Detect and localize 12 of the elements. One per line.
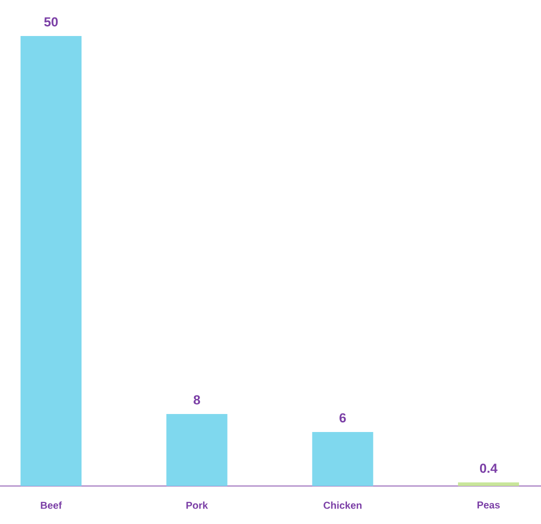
bar [166, 414, 228, 486]
x-tick-label: Chicken [324, 502, 362, 509]
x-tick-label: Peas [478, 502, 500, 508]
x-tick-label: Beef [40, 502, 62, 509]
bar [312, 432, 374, 486]
data-label: 8 [194, 395, 200, 404]
data-label: 0.4 [480, 464, 498, 473]
bar [20, 36, 82, 486]
bar [458, 482, 519, 486]
data-label: 6 [340, 413, 346, 422]
x-tick-label: Pork [186, 502, 208, 509]
data-label: 50 [44, 17, 58, 26]
